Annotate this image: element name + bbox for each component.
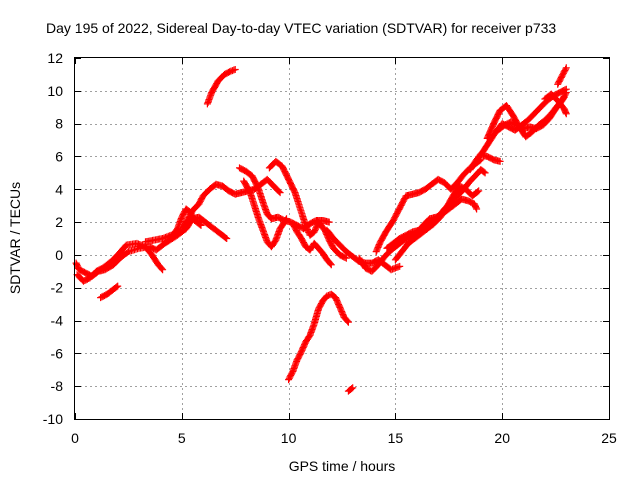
x-tick-label: 5 xyxy=(178,430,186,446)
data-point xyxy=(341,254,349,261)
y-tick-label: 6 xyxy=(55,148,63,164)
data-point xyxy=(327,261,335,269)
data-point xyxy=(562,64,570,72)
data-point xyxy=(481,169,489,177)
data-point xyxy=(159,266,167,274)
data-point xyxy=(396,262,404,270)
data-point xyxy=(197,221,205,229)
plot-frame xyxy=(74,57,610,420)
y-tick-label: -6 xyxy=(51,345,64,361)
data-point xyxy=(276,189,284,197)
data-point xyxy=(344,318,352,326)
data-point xyxy=(562,90,570,98)
y-tick-label: -10 xyxy=(43,411,63,427)
data-point xyxy=(562,110,570,118)
data-point xyxy=(223,235,231,242)
y-tick-label: 10 xyxy=(47,83,63,99)
y-tick-label: -8 xyxy=(51,378,64,394)
data-point xyxy=(196,221,204,229)
x-axis-label: GPS time / hours xyxy=(289,458,396,474)
data-point xyxy=(158,265,166,273)
chart-title: Day 195 of 2022, Sidereal Day-to-day VTE… xyxy=(46,20,556,36)
data-point xyxy=(222,234,230,242)
y-tick-labels: -10 -8 -6 -4 -2 0 2 4 6 8 10 12 xyxy=(43,50,63,427)
data-point xyxy=(349,384,357,392)
data-point xyxy=(113,283,121,291)
y-tick-label: 12 xyxy=(47,50,63,66)
data-point xyxy=(325,218,333,226)
x-tick-label: 20 xyxy=(494,430,510,446)
data-point xyxy=(327,260,334,268)
x-tick-label: 10 xyxy=(281,430,297,446)
y-tick-label: 2 xyxy=(55,214,63,230)
y-tick-label: 8 xyxy=(55,116,63,132)
x-tick-label: 25 xyxy=(601,430,617,446)
data-point xyxy=(474,188,482,196)
data-point xyxy=(231,66,239,73)
data-point xyxy=(348,385,356,393)
y-tick-label: -2 xyxy=(51,280,64,296)
data-point xyxy=(342,254,350,262)
data-point xyxy=(283,215,290,223)
series-points xyxy=(72,64,570,395)
x-tick-label: 0 xyxy=(71,430,79,446)
data-point xyxy=(344,317,352,325)
x-tick-labels: 0 5 10 15 20 25 xyxy=(71,430,617,446)
data-point xyxy=(282,216,290,224)
data-point xyxy=(473,205,481,213)
data-point xyxy=(275,188,283,195)
y-tick-label: -4 xyxy=(51,313,64,329)
data-points xyxy=(72,64,570,395)
x-tick-label: 15 xyxy=(388,430,404,446)
data-point xyxy=(496,157,504,165)
data-point xyxy=(562,89,570,96)
data-point xyxy=(562,65,570,73)
data-point xyxy=(114,282,122,290)
data-point xyxy=(480,168,488,176)
y-tick-label: 0 xyxy=(55,247,63,263)
y-axis-label: SDTVAR / TECUs xyxy=(7,182,23,294)
y-tick-label: 4 xyxy=(55,181,63,197)
data-point xyxy=(475,187,483,195)
